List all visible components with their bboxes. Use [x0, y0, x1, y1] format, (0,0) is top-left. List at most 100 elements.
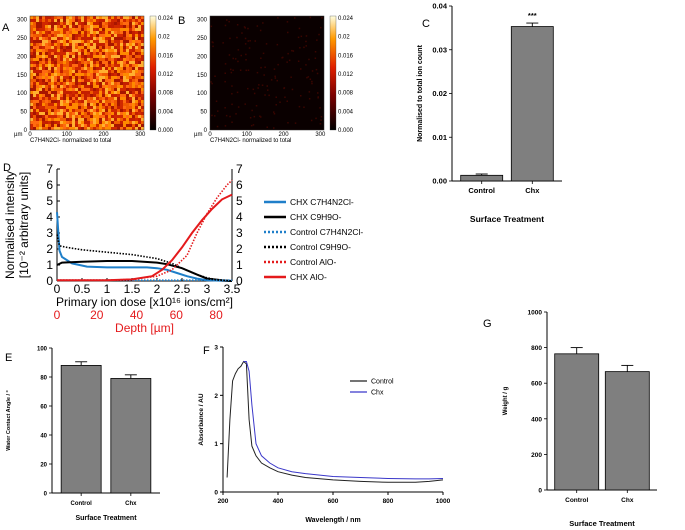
- heatmap-a-cell: [90, 52, 93, 55]
- heatmap-a-cell: [57, 82, 60, 85]
- y-tick-label: 0.04: [432, 2, 447, 11]
- heatmap-a-cell: [84, 118, 87, 121]
- heatmap-a-cell: [57, 16, 60, 19]
- heatmap-a-cell: [42, 28, 45, 31]
- heatmap-a-cell: [90, 121, 93, 124]
- heatmap-a-cell: [42, 34, 45, 37]
- heatmap-a-cell: [54, 79, 57, 82]
- heatmap-a-cell: [108, 58, 111, 61]
- heatmap-a-cell: [96, 55, 99, 58]
- heatmap-a-cell: [138, 94, 141, 97]
- heatmap-a-cell: [42, 91, 45, 94]
- heatmap-a-cell: [84, 97, 87, 100]
- x-tick-label: 800: [383, 498, 394, 505]
- y-tick-label: 1000: [528, 310, 543, 317]
- heatmap-a-cell: [60, 22, 63, 25]
- heatmap-a-cell: [39, 67, 42, 70]
- heatmap-a-cell: [54, 43, 57, 46]
- heatmap-a-cell: [39, 97, 42, 100]
- heatmap-a-cell: [99, 91, 102, 94]
- heatmap-a-cell: [30, 16, 33, 19]
- heatmap-a-cell: [132, 52, 135, 55]
- heatmap-a-cell: [123, 22, 126, 25]
- heatmap-a-cell: [69, 76, 72, 79]
- heatmap-b-cell: [303, 106, 305, 108]
- heatmap-a-cell: [117, 49, 120, 52]
- heatmap-a-cell: [84, 34, 87, 37]
- heatmap-a-cell: [60, 67, 63, 70]
- heatmap-a-cell: [63, 55, 66, 58]
- heatmap-a-cell: [138, 85, 141, 88]
- heatmap-a-cell: [57, 73, 60, 76]
- heatmap-a-cell: [102, 82, 105, 85]
- heatmap-b-cell: [265, 43, 268, 45]
- heatmap-a-cell: [45, 97, 48, 100]
- heatmap-a-cell: [72, 106, 75, 109]
- heatmap-b-cell: [319, 123, 322, 125]
- bar-control: [60, 364, 102, 494]
- heatmap-a-cell: [102, 76, 105, 79]
- heatmap-a-cell: [78, 88, 81, 91]
- heatmap-a-cell: [66, 58, 69, 61]
- heatmap-a-cell: [60, 19, 63, 22]
- heatmap-a-cell: [39, 103, 42, 106]
- heatmap-b-cell: [249, 40, 251, 42]
- heatmap-b-cell: [256, 25, 259, 27]
- heatmap-a-cell: [45, 112, 48, 115]
- heatmap-a-cell: [138, 73, 141, 76]
- heatmap-a-cell: [51, 94, 54, 97]
- heatmap-xtick-label: 100: [62, 132, 73, 138]
- heatmap-a-cell: [90, 115, 93, 118]
- heatmap-a-cell: [90, 64, 93, 67]
- heatmap-b-cell: [250, 124, 253, 127]
- heatmap-a-cell: [138, 22, 141, 25]
- heatmap-a-cell: [69, 103, 72, 106]
- heatmap-a-cell: [75, 67, 78, 70]
- heatmap-a-cell: [36, 52, 39, 55]
- heatmap-a-cell: [123, 16, 126, 19]
- heatmap-a-cell: [138, 106, 141, 109]
- heatmap-b-cell: [315, 117, 317, 120]
- heatmap-a-cell: [111, 121, 114, 124]
- heatmap-a-cell: [135, 46, 138, 49]
- heatmap-a-cell: [39, 19, 42, 22]
- heatmap-a-cell: [66, 28, 69, 31]
- heatmap-a-cell: [72, 91, 75, 94]
- heatmap-a-cell: [63, 34, 66, 37]
- heatmap-b-cell: [303, 46, 305, 49]
- heatmap-a-cell: [75, 52, 78, 55]
- heatmap-a-cell: [36, 22, 39, 25]
- heatmap-ytick-label: 300: [197, 18, 208, 24]
- legend-label: Control C9H9O-: [290, 242, 351, 252]
- heatmap-a-cell: [42, 115, 45, 118]
- heatmap-a-cell: [135, 28, 138, 31]
- heatmap-a-cell: [90, 97, 93, 100]
- heatmap-a-cell: [87, 28, 90, 31]
- heatmap-a-cell: [60, 94, 63, 97]
- heatmap-a-cell: [114, 115, 117, 118]
- heatmap-a-cell: [72, 19, 75, 22]
- panel-label-c: C: [422, 18, 430, 30]
- heatmap-a-cell: [117, 67, 120, 70]
- heatmap-a-cell: [48, 76, 51, 79]
- heatmap-a-cell: [87, 40, 90, 43]
- heatmap-a-cell: [33, 85, 36, 88]
- heatmap-a-cell: [93, 109, 96, 112]
- heatmap-a-cell: [36, 73, 39, 76]
- heatmap-a-cell: [63, 100, 66, 103]
- heatmap-a-cell: [93, 52, 96, 55]
- heatmap-a-cell: [132, 124, 135, 127]
- heatmap-a-cell: [42, 79, 45, 82]
- heatmap-a-cell: [84, 31, 87, 34]
- heatmap-b-cell: [309, 16, 312, 19]
- heatmap-a-cell: [33, 76, 36, 79]
- heatmap-a-cell: [81, 109, 84, 112]
- heatmap-a-cell: [111, 88, 114, 91]
- heatmap-a-cell: [105, 97, 108, 100]
- heatmap-a-cell: [48, 28, 51, 31]
- heatmap-b-cell: [279, 101, 281, 103]
- heatmap-a-cell: [138, 88, 141, 91]
- heatmap-a-cell: [63, 94, 66, 97]
- heatmap-a-cell: [90, 58, 93, 61]
- heatmap-a-cell: [123, 85, 126, 88]
